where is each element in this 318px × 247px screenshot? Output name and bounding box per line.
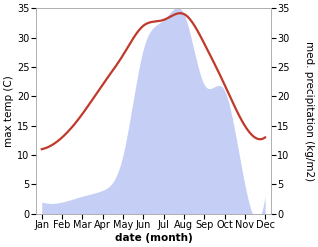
Y-axis label: med. precipitation (kg/m2): med. precipitation (kg/m2): [304, 41, 314, 181]
X-axis label: date (month): date (month): [114, 233, 192, 243]
Y-axis label: max temp (C): max temp (C): [4, 75, 14, 147]
